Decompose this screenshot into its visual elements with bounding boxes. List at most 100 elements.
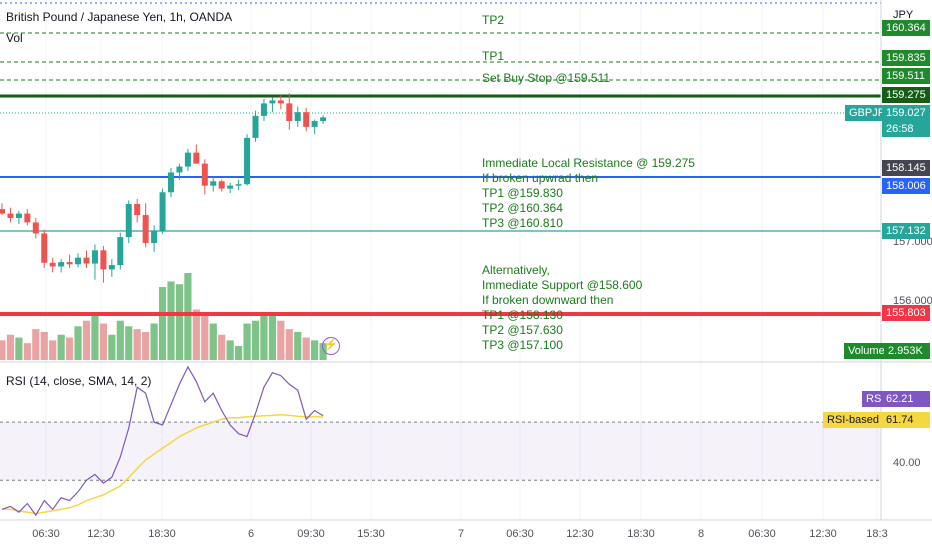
symbol-title[interactable]: British Pound / Japanese Yen, 1h, OANDA <box>6 10 233 24</box>
time-tick: 18:3 <box>866 528 888 540</box>
price-tag-top[interactable]: 160.364 <box>882 20 930 36</box>
volume-bar <box>142 331 150 360</box>
volume-bar <box>66 337 74 360</box>
bull_block-line: Immediate Local Resistance @ 159.275 <box>482 156 695 170</box>
bear_block-line: If broken downward then <box>482 293 614 307</box>
candle-body <box>303 112 310 127</box>
annotation-buy-stop[interactable]: Set Buy Stop @159.511 <box>482 71 611 85</box>
volume-bar <box>268 315 276 360</box>
volume-bar <box>260 312 268 360</box>
countdown-tag: 26:58 <box>882 121 930 137</box>
candle-body <box>320 117 327 122</box>
volume-bar <box>40 331 48 360</box>
candle-body <box>286 103 293 122</box>
bear_block-line: Alternatively, <box>482 263 550 277</box>
candle-body <box>277 100 284 104</box>
candle-body <box>176 166 183 173</box>
volume-bar <box>49 340 57 360</box>
candle-body <box>294 112 301 122</box>
price-tag-buy-stop[interactable]: 159.511 <box>882 68 930 84</box>
candle-body <box>24 213 31 223</box>
price-tag-tp1[interactable]: 159.835 <box>882 50 930 66</box>
time-tick: 09:30 <box>297 528 325 540</box>
time-tick: 7 <box>457 528 465 540</box>
time-tick: 12:30 <box>87 528 115 540</box>
candle-body <box>227 185 234 189</box>
volume-bar <box>167 281 175 360</box>
rsi-legend[interactable]: RSI (14, close, SMA, 14, 2) <box>6 374 152 388</box>
time-tick: 06:30 <box>506 528 534 540</box>
last-price-tag[interactable]: 159.027 <box>882 105 930 121</box>
volume-bar <box>133 329 141 360</box>
volume-bar <box>108 334 116 360</box>
candle-body <box>91 250 98 264</box>
rsi-band <box>0 422 881 481</box>
horizontal-levels <box>0 2 881 316</box>
bull_block-line: If broken upwrad then <box>482 171 599 185</box>
candle-body <box>260 103 267 116</box>
volume-bar <box>125 326 133 360</box>
candle-body <box>168 172 174 193</box>
candle-body <box>58 262 65 267</box>
volume-bar <box>285 329 293 360</box>
candle-body <box>66 262 73 265</box>
candle-body <box>244 137 251 185</box>
candle-body <box>142 215 149 243</box>
volume-bar <box>209 323 217 360</box>
candle-body <box>41 233 48 263</box>
time-tick: 15:30 <box>357 528 385 540</box>
volume-bar <box>251 320 260 360</box>
candle-body <box>235 184 242 186</box>
volume-bar <box>32 329 40 360</box>
lightning-icon[interactable]: ⚡ <box>322 337 340 355</box>
time-tick: 6 <box>247 528 255 540</box>
price-tag-teal[interactable]: 157.132 <box>882 223 930 239</box>
candle-body <box>184 152 191 167</box>
candle-body <box>32 222 39 234</box>
candle-body <box>100 250 107 270</box>
annotation-tp2[interactable]: TP2 <box>482 13 505 27</box>
annotation-bull-scenario[interactable]: Immediate Local Resistance @ 159.275 If b… <box>482 156 695 231</box>
candle-body <box>252 115 259 138</box>
price-tag-158145[interactable]: 158.145 <box>882 160 930 176</box>
volume-bar <box>277 320 285 360</box>
volume-bar <box>311 340 319 360</box>
bear_block-line: TP3 @157.100 <box>482 338 563 352</box>
price-tag-resistance[interactable]: 159.275 <box>882 87 930 103</box>
price-tick: 157.000 <box>893 236 932 248</box>
volume-legend[interactable]: Vol <box>6 31 23 45</box>
time-tick: 18:30 <box>148 528 176 540</box>
rsi-pane <box>0 365 881 517</box>
candle-body <box>159 192 166 232</box>
annotation-bear-scenario[interactable]: Alternatively, Immediate Support @158.600… <box>482 263 642 353</box>
candle-body <box>125 204 132 238</box>
candle-body <box>83 257 90 264</box>
candle-body <box>117 237 124 266</box>
candle-body <box>75 257 82 265</box>
volume-bar <box>201 315 209 360</box>
time-tick: 18:30 <box>627 528 655 540</box>
bear_block-line: TP1 @158.130 <box>482 308 563 322</box>
volume-bar <box>150 323 158 360</box>
volume-bar <box>302 337 310 360</box>
candles <box>0 93 327 283</box>
time-tick: 8 <box>697 528 705 540</box>
bull_block-line: TP3 @160.810 <box>482 216 563 230</box>
candle-body <box>201 163 208 186</box>
volume-bar <box>158 287 167 360</box>
volume-bar <box>184 273 192 360</box>
price-tag-blue[interactable]: 158.006 <box>882 178 930 194</box>
annotation-tp1[interactable]: TP1 <box>482 49 505 63</box>
candle-body <box>218 181 225 189</box>
bear_block-line: Immediate Support @158.600 <box>482 278 643 292</box>
rsi-ma-tag-label: RSI-based MA <box>823 412 899 428</box>
symbol-tag[interactable]: GBPJPY <box>845 105 892 121</box>
price-tag-red[interactable]: 155.803 <box>882 305 930 321</box>
volume-bar <box>192 309 200 360</box>
candle-body <box>193 152 200 164</box>
rsi-tag-value[interactable]: 62.21 <box>882 391 930 407</box>
rsi-line <box>1 365 324 517</box>
rsi-ma-tag-value[interactable]: 61.74 <box>882 412 930 428</box>
